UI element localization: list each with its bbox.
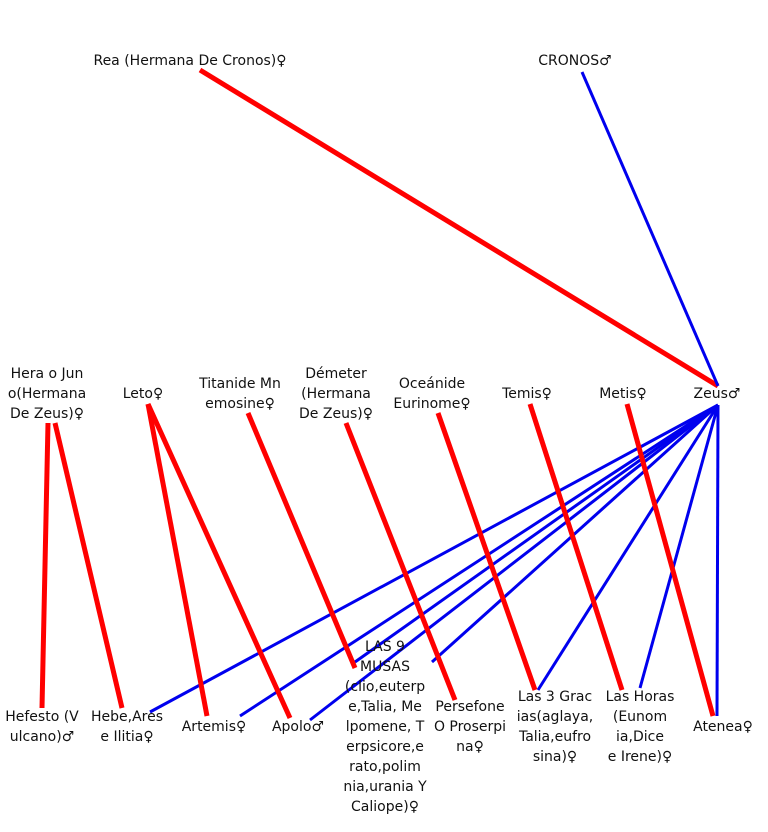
node-label: O Proserpi	[434, 719, 506, 735]
node-label: Metis♀	[599, 386, 647, 402]
edge	[52, 422, 125, 709]
node-label: emosine♀	[205, 396, 275, 412]
person-node: Artemis♀	[182, 719, 247, 735]
edge	[354, 403, 719, 664]
edge	[435, 412, 538, 691]
node-label: Talia,eufro	[518, 729, 591, 745]
edge	[149, 403, 719, 714]
person-node: Metis♀	[599, 386, 647, 402]
person-node: Titanide Mn emosine♀	[198, 376, 281, 412]
edge	[527, 403, 625, 691]
edge	[624, 403, 716, 717]
edge	[39, 422, 51, 709]
edge	[638, 404, 720, 689]
node-label: (Hermana	[301, 386, 371, 402]
node-label: Oceánide	[399, 376, 465, 392]
edge	[239, 403, 719, 718]
node-label: o(Hermana	[8, 386, 86, 402]
person-node: Atenea♀	[693, 719, 753, 735]
person-node: Persefone O Proserpi na♀	[434, 699, 506, 755]
edge	[580, 71, 720, 387]
person-node: Las 3 Grac ias(aglaya, Talia,eufro sina)♀	[517, 689, 593, 765]
edge	[145, 402, 293, 720]
node-label: Titanide Mn	[198, 376, 281, 392]
node-label: (Eunom	[613, 709, 667, 725]
person-node: Oceánide Eurinome♀	[393, 376, 470, 412]
node-label: LAS 9	[365, 639, 405, 655]
node-label: De Zeus)♀	[299, 406, 373, 422]
edge	[343, 422, 458, 701]
node-label: ias(aglaya,	[517, 709, 593, 725]
node-label: CRONOS♂	[538, 53, 611, 69]
person-node: Apolo♂	[272, 719, 324, 735]
person-node: Las Horas (Eunom ia,Dice e Irene)♀	[606, 689, 675, 765]
edge	[245, 412, 358, 669]
node-label: Démeter	[305, 366, 367, 382]
person-node: Hera o Jun o(Hermana De Zeus)♀	[8, 366, 86, 422]
edge	[715, 404, 720, 717]
node-label: Atenea♀	[693, 719, 753, 735]
node-label: Las Horas	[606, 689, 675, 705]
node-label: Caliope)♀	[351, 799, 419, 815]
node-label: e,Talia, Me	[348, 699, 422, 715]
person-node: Zeus♂	[694, 386, 741, 402]
node-label: Las 3 Grac	[518, 689, 592, 705]
node-label: e Ilitia♀	[100, 729, 153, 745]
edge	[198, 67, 720, 389]
node-label: (clio,euterp	[345, 679, 425, 695]
node-label: Hebe,Ares	[91, 709, 163, 725]
node-label: ia,Dice	[616, 729, 664, 745]
person-node: Rea (Hermana De Cronos)♀	[93, 53, 286, 69]
edge	[309, 403, 719, 722]
node-label: MUSAS	[360, 659, 410, 675]
person-node: CRONOS♂	[538, 53, 611, 69]
node-label: Hera o Jun	[11, 366, 84, 382]
person-node: Leto♀	[123, 386, 163, 402]
node-label: Eurinome♀	[393, 396, 470, 412]
node-label: sina)♀	[533, 749, 577, 765]
node-label: ulcano)♂	[10, 729, 75, 745]
node-label: De Zeus)♀	[10, 406, 84, 422]
node-label: Temis♀	[501, 386, 552, 402]
node-label: erpsicore,e	[346, 739, 424, 755]
node-label: rato,polim	[349, 759, 421, 775]
person-node: Démeter (Hermana De Zeus)♀	[299, 366, 373, 422]
node-label: Hefesto (V	[5, 709, 79, 725]
labels: Rea (Hermana De Cronos)♀ CRONOS♂ Hera o Ju…	[5, 53, 753, 815]
node-label: lpomene, T	[346, 719, 425, 735]
node-label: Leto♀	[123, 386, 163, 402]
person-node: Hebe,Ares e Ilitia♀	[91, 709, 163, 745]
edges	[39, 67, 720, 722]
node-label: Artemis♀	[182, 719, 247, 735]
person-node: Hefesto (V ulcano)♂	[5, 709, 79, 745]
node-label: Apolo♂	[272, 719, 324, 735]
edge	[145, 403, 210, 717]
node-label: Persefone	[435, 699, 504, 715]
person-node: Temis♀	[501, 386, 552, 402]
node-label: Rea (Hermana De Cronos)♀	[93, 53, 286, 69]
edge	[536, 404, 720, 691]
node-label: Zeus♂	[694, 386, 741, 402]
edge	[430, 403, 720, 664]
node-label: nia,urania Y	[343, 779, 427, 795]
node-label: e Irene)♀	[608, 749, 672, 765]
node-label: na♀	[456, 739, 484, 755]
person-node: LAS 9 MUSAS (clio,euterp e,Talia, Me lpomene…	[343, 639, 427, 815]
